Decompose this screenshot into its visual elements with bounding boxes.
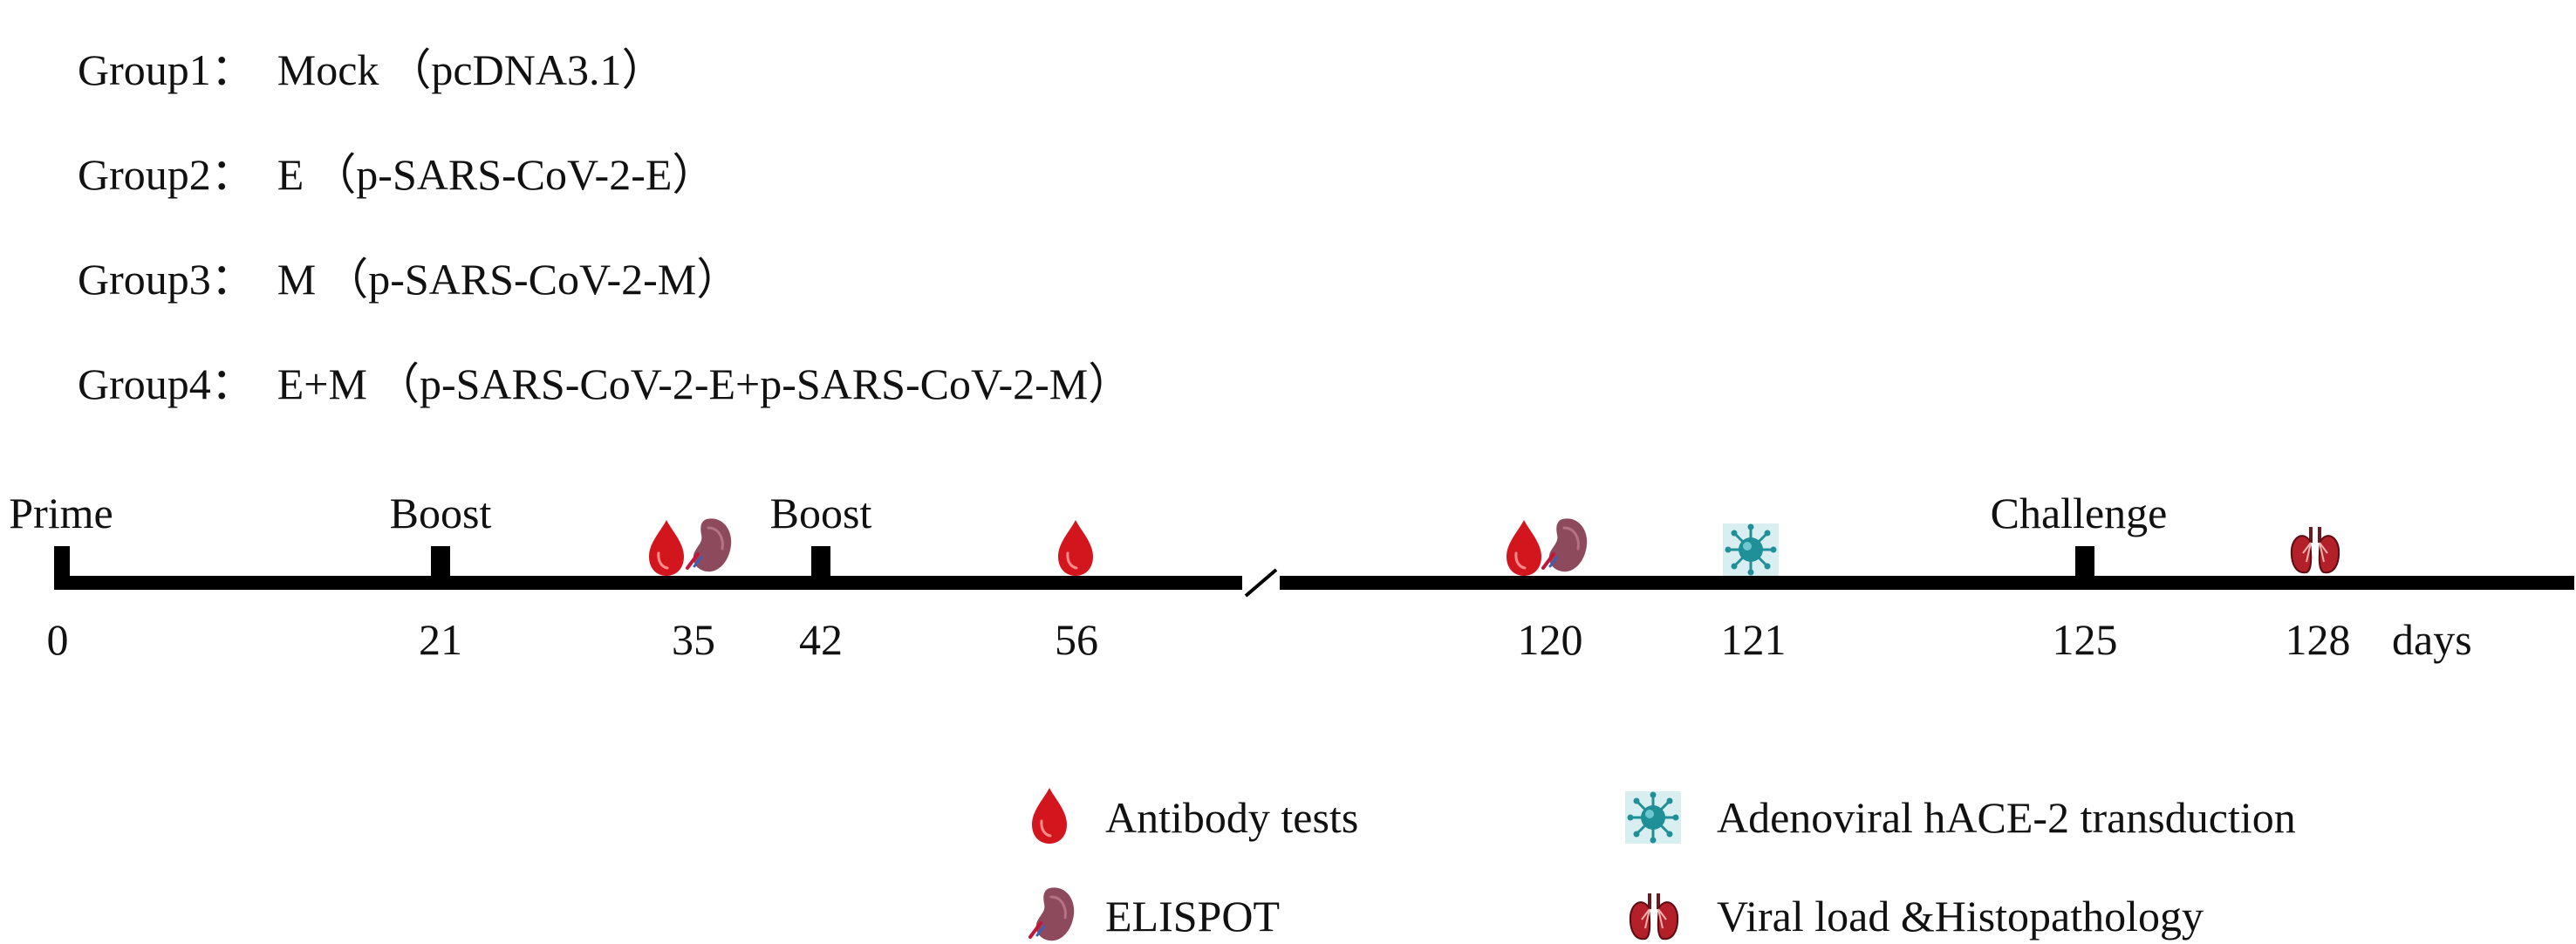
day-label: 121 — [1721, 615, 1787, 664]
legend-elispot-label: ELISPOT — [1105, 892, 1280, 941]
group-plasmid: （p-SARS-CoV-2-E） — [312, 150, 716, 199]
group-plasmid: （pcDNA3.1） — [387, 45, 666, 94]
legend-viral-load-label: Viral load &Histopathology — [1717, 892, 2204, 941]
days-unit-label: days — [2392, 615, 2472, 664]
spleen-icon — [1028, 886, 1076, 943]
group-label: Group3： — [78, 255, 255, 304]
day-label: 21 — [419, 615, 462, 664]
tick-day-0 — [54, 546, 70, 583]
lungs-icon — [1628, 892, 1680, 941]
blood-drop-icon — [647, 518, 686, 578]
spleen-icon — [1541, 516, 1589, 574]
blood-drop-icon — [1030, 786, 1069, 845]
event-label-prime: Prime — [9, 489, 113, 537]
day-label: 128 — [2286, 615, 2351, 664]
blood-drop-icon — [1056, 518, 1095, 578]
event-label-boost: Boost — [770, 489, 872, 537]
legend-antibody-label: Antibody tests — [1105, 793, 1359, 842]
legend-adenoviral-label: Adenoviral hACE-2 transduction — [1717, 793, 2296, 842]
group-3-line: Group3： M （p-SARS-CoV-2-M） — [56, 214, 740, 301]
day-label: 35 — [672, 615, 715, 664]
group-name: M — [277, 255, 317, 304]
group-name: E+M — [277, 359, 367, 408]
tick-day-125 — [2075, 546, 2094, 583]
tick-day-21 — [431, 546, 450, 583]
day-label: 120 — [1518, 615, 1583, 664]
group-1-line: Group1： Mock （pcDNA3.1） — [56, 4, 665, 92]
group-label: Group2： — [78, 150, 255, 199]
group-name: Mock — [277, 45, 379, 94]
day-label: 0 — [47, 615, 69, 664]
day-label: 56 — [1055, 615, 1098, 664]
axis-break-mark — [1244, 568, 1278, 598]
day-label: 125 — [2053, 615, 2118, 664]
group-label: Group1： — [78, 45, 255, 94]
event-label-challenge: Challenge — [1991, 489, 2168, 537]
virus-icon — [1623, 790, 1683, 845]
group-name: E — [277, 150, 304, 199]
timeline-axis-segment — [54, 576, 1242, 590]
event-label-boost: Boost — [390, 489, 492, 537]
spleen-icon — [686, 516, 734, 574]
timeline-axis-segment — [1280, 576, 2574, 590]
group-plasmid: （p-SARS-CoV-2-M） — [325, 255, 741, 304]
group-plasmid: （p-SARS-CoV-2-E+p-SARS-CoV-2-M） — [375, 359, 1132, 408]
group-2-line: Group2： E （p-SARS-CoV-2-E） — [56, 109, 715, 196]
tick-day-42 — [811, 546, 830, 583]
group-label: Group4： — [78, 359, 255, 408]
virus-icon — [1721, 522, 1780, 578]
blood-drop-icon — [1505, 518, 1543, 578]
lungs-icon — [2289, 525, 2341, 575]
day-label: 42 — [799, 615, 843, 664]
group-4-line: Group4： E+M （p-SARS-CoV-2-E+p-SARS-CoV-2-M… — [56, 318, 1131, 406]
